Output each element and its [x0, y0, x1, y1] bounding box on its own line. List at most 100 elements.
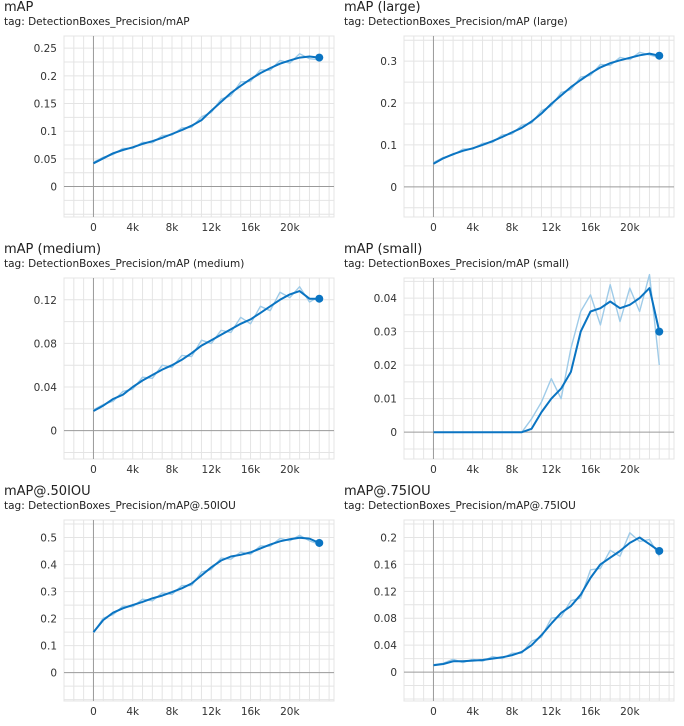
- series-line-smoothed: [93, 290, 320, 412]
- chart-title: mAP: [4, 0, 34, 15]
- y-tick-label: 0.04: [34, 382, 58, 394]
- x-tick-label: 8k: [166, 706, 180, 718]
- y-tick-label: 0.15: [34, 99, 57, 111]
- chart-title: mAP (medium): [4, 242, 102, 257]
- x-tick-label: 20k: [620, 222, 640, 234]
- x-tick-label: 8k: [506, 222, 520, 234]
- x-tick-label: 20k: [620, 706, 640, 718]
- x-tick-label: 12k: [202, 222, 222, 234]
- x-tick-label: 8k: [506, 464, 520, 476]
- chart-title: mAP (large): [344, 0, 421, 15]
- series-end-point: [315, 538, 324, 547]
- x-tick-label: 16k: [241, 706, 261, 718]
- series-end-point: [655, 51, 664, 60]
- x-tick-label: 20k: [280, 464, 300, 476]
- series-line-raw: [93, 53, 320, 163]
- y-tick-label: 0.05: [34, 154, 57, 166]
- y-tick-label: 0: [390, 427, 397, 439]
- series-line-smoothed: [433, 536, 660, 667]
- chart-panel-map: mAP tag: DetectionBoxes_Precision/mAP 0 0…: [0, 0, 340, 240]
- chart-tag: tag: DetectionBoxes_Precision/mAP@.50IOU: [4, 500, 236, 512]
- chart-tag: tag: DetectionBoxes_Precision/mAP: [4, 16, 190, 28]
- y-tick-label: 0.12: [34, 295, 57, 307]
- x-tick-label: 12k: [202, 706, 222, 718]
- x-tick-label: 0: [90, 706, 97, 718]
- y-tick-label: 0: [390, 667, 397, 679]
- series-end-point: [315, 53, 324, 62]
- x-tick-label: 4k: [466, 706, 480, 718]
- x-tick-label: 20k: [620, 464, 640, 476]
- x-tick-label: 0: [90, 464, 97, 476]
- chart-tag: tag: DetectionBoxes_Precision/mAP@.75IOU: [344, 500, 576, 512]
- x-tick-label: 12k: [542, 706, 562, 718]
- x-tick-label: 16k: [241, 464, 261, 476]
- chart-panel-map-medium: mAP (medium) tag: DetectionBoxes_Precisi…: [0, 242, 340, 482]
- series-end-point: [655, 327, 664, 336]
- plot-frame: [63, 35, 335, 218]
- y-tick-label: 0.2: [380, 98, 397, 110]
- y-tick-label: 0.25: [34, 43, 57, 55]
- y-tick-label: 0.08: [374, 613, 397, 625]
- x-tick-label: 0: [430, 706, 437, 718]
- x-tick-label: 4k: [466, 464, 480, 476]
- chart-panel-map-small: mAP (small) tag: DetectionBoxes_Precisio…: [340, 242, 680, 482]
- x-tick-label: 8k: [166, 222, 180, 234]
- y-tick-label: 0.3: [380, 56, 397, 68]
- x-tick-label: 4k: [466, 222, 480, 234]
- x-tick-label: 4k: [126, 464, 140, 476]
- y-tick-label: 0.2: [40, 614, 57, 626]
- series-end-point: [315, 294, 324, 303]
- chart-tag: tag: DetectionBoxes_Precision/mAP (mediu…: [4, 258, 245, 270]
- y-tick-label: 0.2: [40, 71, 57, 83]
- chart-plot-map-50iou: 0 0.1 0.2 0.3 0.4 0.5 0 4k 8k 12k 16k 20k: [40, 519, 335, 718]
- y-tick-label: 0.1: [40, 126, 57, 138]
- chart-panel-map-50iou: mAP@.50IOU tag: DetectionBoxes_Precision…: [0, 484, 340, 724]
- x-tick-label: 20k: [280, 222, 300, 234]
- y-tick-label: 0.02: [374, 360, 397, 372]
- y-tick-label: 0.1: [380, 140, 397, 152]
- plot-frame: [403, 519, 675, 702]
- y-tick-label: 0.01: [374, 394, 397, 406]
- x-tick-label: 12k: [542, 464, 562, 476]
- y-tick-label: 0.4: [40, 560, 57, 572]
- chart-title: mAP@.50IOU: [4, 484, 91, 499]
- plot-frame: [403, 35, 675, 218]
- chart-title: mAP@.75IOU: [344, 484, 431, 499]
- y-tick-label: 0: [390, 182, 397, 194]
- y-tick-label: 0: [50, 668, 57, 680]
- chart-plot-map-small: 0 0.01 0.02 0.03 0.04 0 4k 8k 12k 16k 20k: [374, 273, 675, 476]
- x-tick-label: 4k: [126, 706, 140, 718]
- y-tick-label: 0: [50, 182, 57, 194]
- plot-frame: [63, 519, 335, 702]
- x-tick-label: 8k: [506, 706, 520, 718]
- x-tick-label: 0: [430, 222, 437, 234]
- x-tick-label: 12k: [202, 464, 222, 476]
- chart-title: mAP (small): [344, 242, 423, 257]
- chart-tag: tag: DetectionBoxes_Precision/mAP (small…: [344, 258, 570, 270]
- series-line-smoothed: [92, 536, 320, 633]
- chart-panel-map-75iou: mAP@.75IOU tag: DetectionBoxes_Precision…: [340, 484, 680, 724]
- x-tick-label: 4k: [126, 222, 140, 234]
- chart-plot-map: 0 0.05 0.1 0.15 0.2 0.25 0 4k 8k 12k 16k 20k: [34, 35, 335, 234]
- x-tick-label: 20k: [280, 706, 300, 718]
- series-line-smoothed: [433, 52, 660, 165]
- x-tick-label: 16k: [581, 464, 601, 476]
- y-tick-label: 0.5: [40, 533, 57, 545]
- x-tick-label: 16k: [581, 706, 601, 718]
- x-tick-label: 12k: [542, 222, 562, 234]
- y-tick-label: 0: [50, 426, 57, 438]
- y-tick-label: 0.04: [374, 293, 398, 305]
- series-end-point: [655, 546, 664, 555]
- y-tick-label: 0.1: [40, 641, 57, 653]
- series-line-smoothed: [93, 55, 320, 165]
- y-tick-label: 0.08: [34, 338, 57, 350]
- plot-frame: [63, 277, 335, 460]
- x-tick-label: 16k: [241, 222, 261, 234]
- y-tick-label: 0.2: [380, 532, 397, 544]
- x-tick-label: 0: [430, 464, 437, 476]
- chart-tag: tag: DetectionBoxes_Precision/mAP (large…: [344, 16, 568, 28]
- y-tick-label: 0.3: [40, 587, 57, 599]
- x-tick-label: 8k: [166, 464, 180, 476]
- chart-plot-map-75iou: 0 0.04 0.08 0.12 0.16 0.2 0 4k 8k 12k 16k 20k: [374, 519, 675, 718]
- y-tick-label: 0.16: [374, 559, 398, 571]
